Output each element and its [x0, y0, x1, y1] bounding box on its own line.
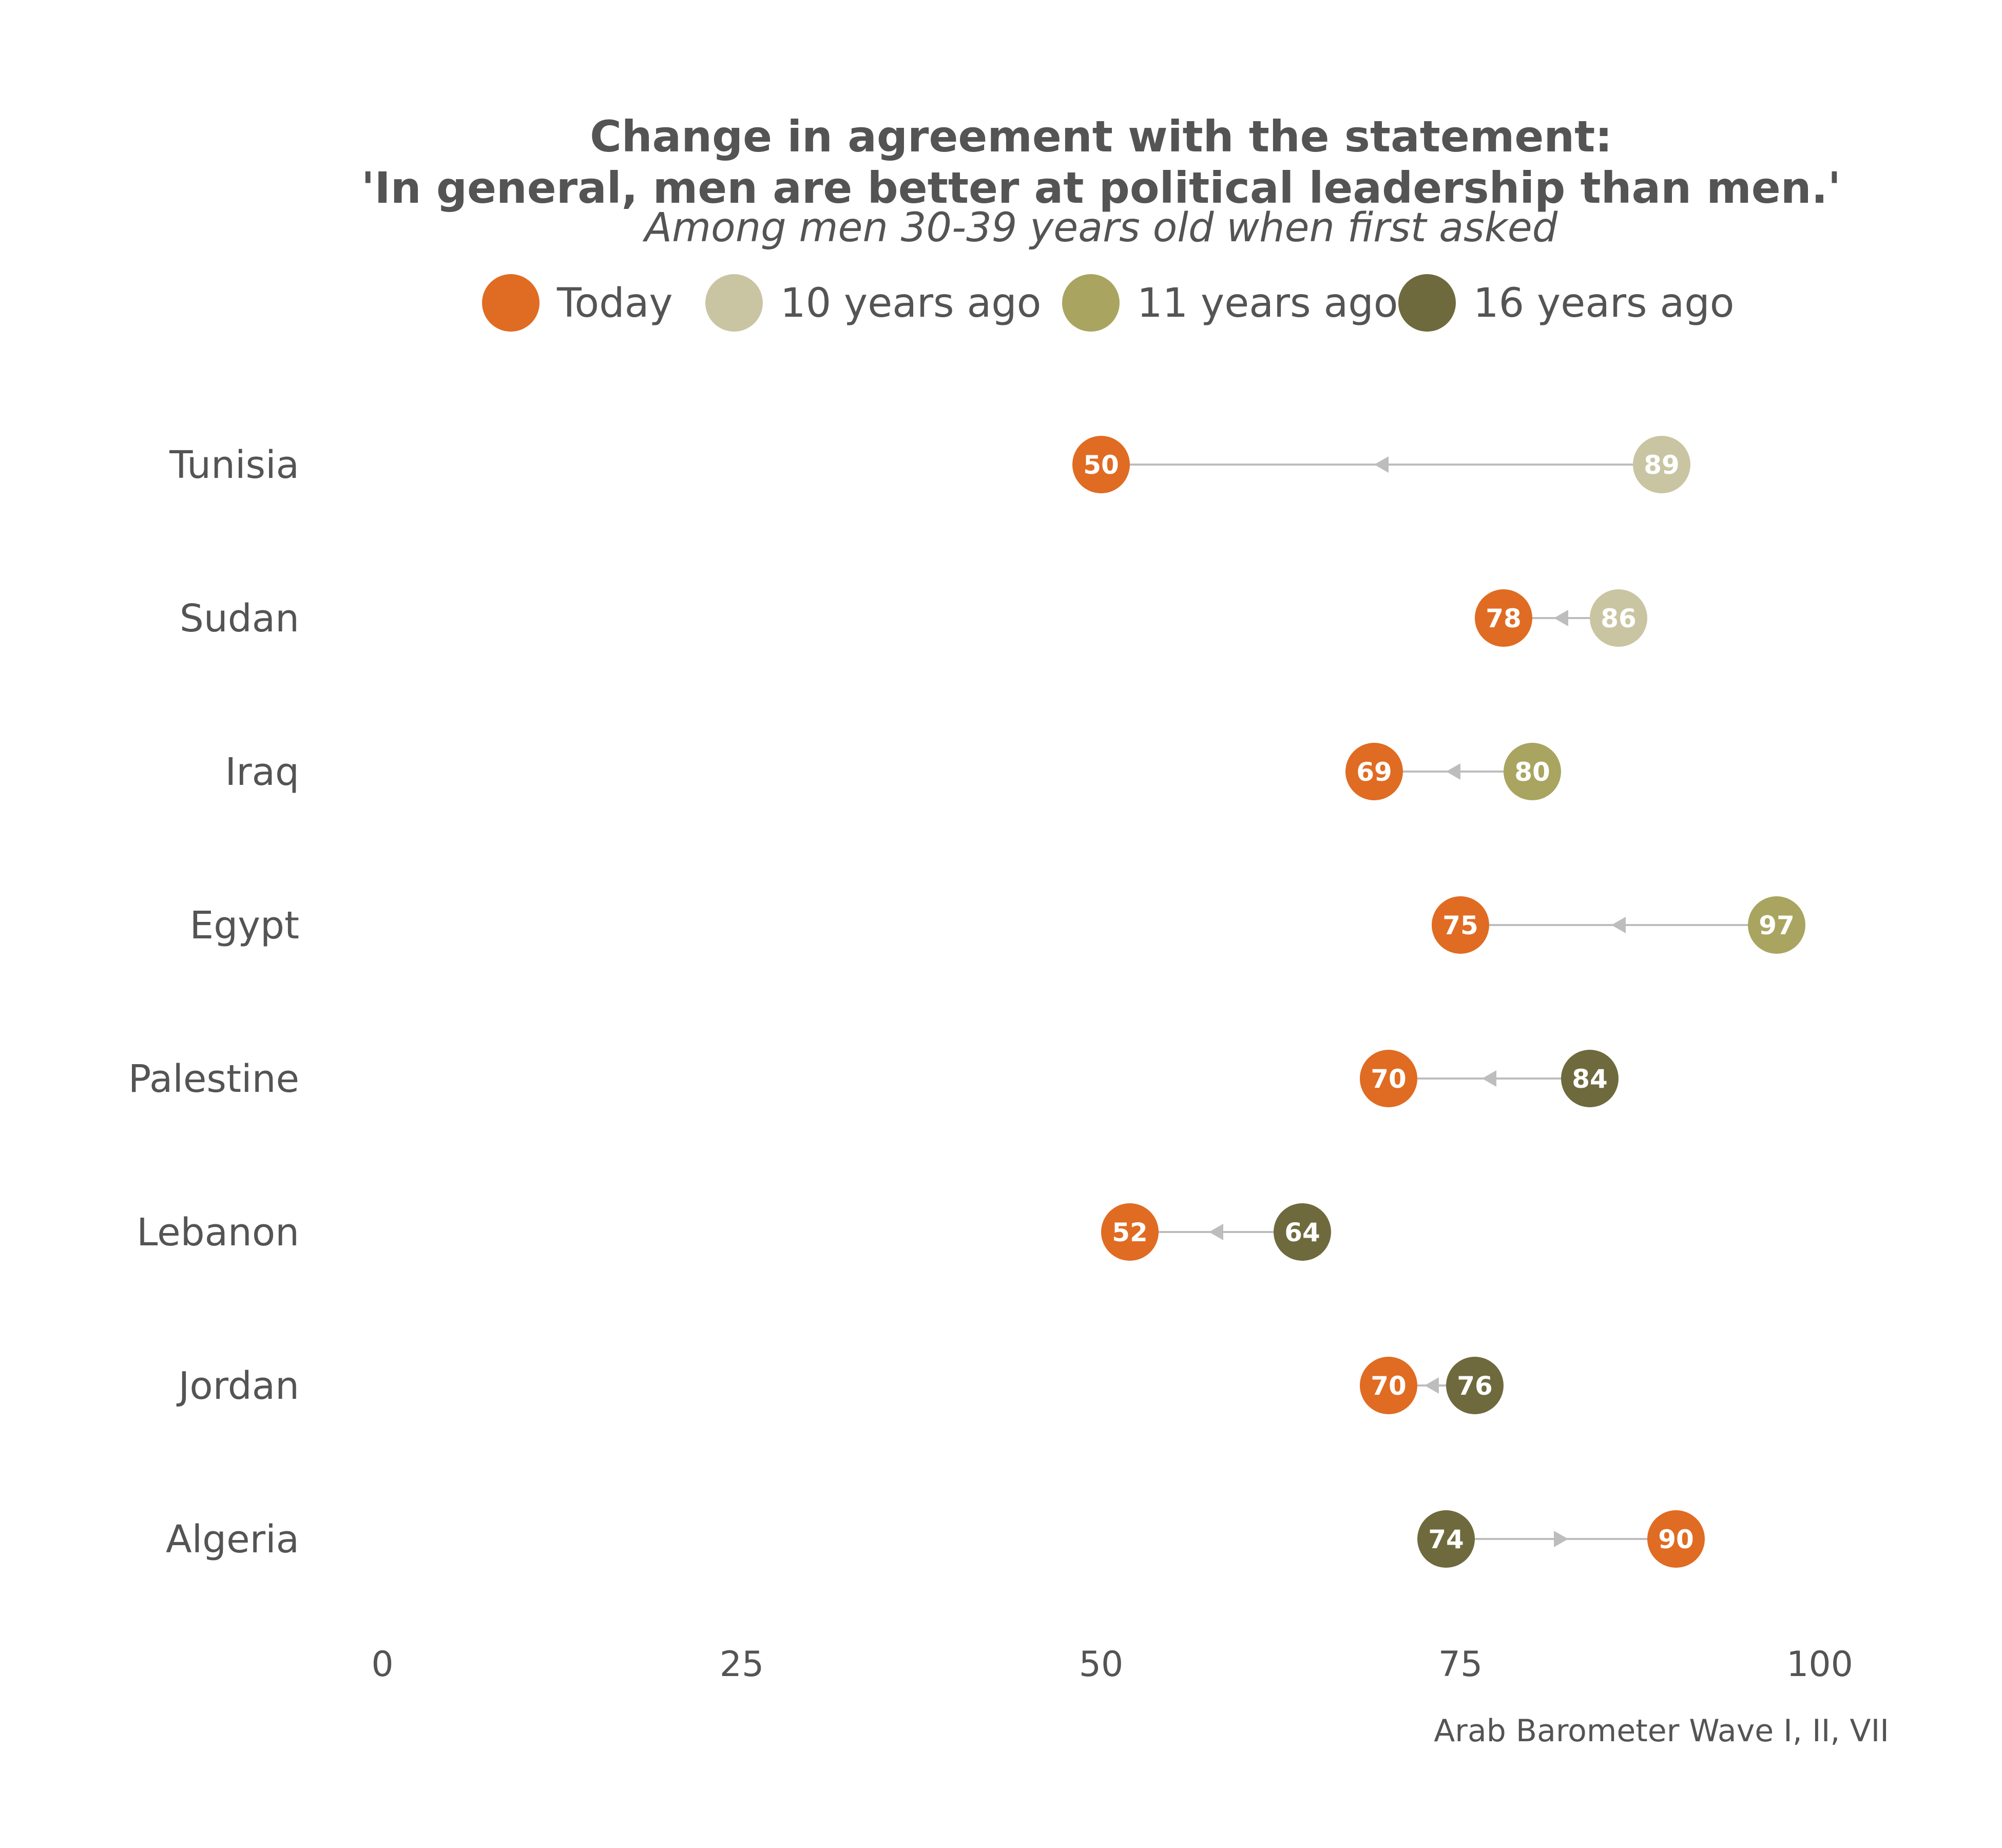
direction-arrow-sudan — [1554, 610, 1568, 626]
point-today-tunisia — [1072, 436, 1130, 493]
point-earlier-palestine — [1561, 1050, 1619, 1107]
direction-arrow-egypt — [1611, 917, 1626, 933]
value-label-today-tunisia: 50 — [1083, 450, 1119, 480]
value-label-today-iraq: 69 — [1356, 757, 1392, 787]
point-today-sudan — [1475, 589, 1532, 647]
category-label-jordan: Jordan — [177, 1364, 299, 1408]
point-today-iraq — [1345, 743, 1403, 800]
title-line-2: 'In general, men are better at political… — [361, 163, 1841, 213]
direction-arrow-iraq — [1446, 763, 1460, 780]
point-earlier-iraq — [1504, 743, 1561, 800]
category-labels: Tunisia Sudan Iraq Egypt Palestine Lebanon Jor… — [128, 443, 299, 1562]
value-label-earlier-tunisia: 89 — [1644, 450, 1680, 480]
data-points: 89 50 86 78 80 69 97 75 84 70 64 52 76 70 74 90 — [1072, 436, 1805, 1568]
point-today-algeria — [1647, 1510, 1705, 1568]
direction-arrow-lebanon — [1209, 1224, 1223, 1240]
value-label-today-lebanon: 52 — [1112, 1218, 1148, 1247]
point-today-lebanon — [1101, 1203, 1159, 1261]
category-label-sudan: Sudan — [180, 596, 299, 641]
point-today-egypt — [1432, 896, 1489, 954]
category-label-tunisia: Tunisia — [169, 443, 299, 487]
legend-swatch-11y — [1062, 274, 1120, 332]
category-label-egypt: Egypt — [189, 903, 299, 948]
legend-swatch-16y — [1398, 274, 1456, 332]
legend-label-16y: 16 years ago — [1473, 280, 1735, 326]
legend-label-today: Today — [556, 280, 673, 326]
direction-arrow-jordan — [1424, 1377, 1439, 1394]
legend-label-11y: 11 years ago — [1137, 280, 1398, 326]
direction-arrow-algeria — [1554, 1531, 1568, 1547]
value-label-today-jordan: 70 — [1371, 1371, 1407, 1401]
chart-legend: Today 10 years ago 11 years ago 16 years ag… — [482, 274, 1735, 332]
legend-swatch-10y — [705, 274, 763, 332]
value-label-earlier-algeria: 74 — [1428, 1525, 1464, 1554]
point-earlier-egypt — [1748, 896, 1805, 954]
chart-subtitle: Among men 30-39 years old when first ask… — [642, 205, 1558, 251]
x-tick-label: 50 — [1079, 1644, 1124, 1685]
value-label-today-egypt: 75 — [1442, 911, 1478, 940]
x-tick-label: 0 — [371, 1644, 393, 1685]
point-today-palestine — [1360, 1050, 1417, 1107]
x-tick-label: 75 — [1438, 1644, 1483, 1685]
category-label-palestine: Palestine — [128, 1057, 299, 1101]
point-today-jordan — [1360, 1357, 1417, 1414]
value-label-today-algeria: 90 — [1658, 1525, 1694, 1554]
connector-lines — [1101, 456, 1777, 1547]
category-label-lebanon: Lebanon — [137, 1210, 299, 1255]
point-earlier-jordan — [1446, 1357, 1504, 1414]
direction-arrow-tunisia — [1374, 456, 1389, 473]
point-earlier-sudan — [1590, 589, 1647, 647]
value-label-earlier-lebanon: 64 — [1284, 1218, 1320, 1247]
x-axis-ticks: 0 25 50 75 100 — [371, 1644, 1853, 1685]
category-label-iraq: Iraq — [225, 750, 299, 794]
chart-caption: Arab Barometer Wave I, II, VII — [1434, 1713, 1889, 1749]
category-label-algeria: Algeria — [166, 1517, 299, 1562]
point-earlier-tunisia — [1633, 436, 1690, 493]
direction-arrow-palestine — [1482, 1070, 1496, 1087]
value-label-today-palestine: 70 — [1371, 1064, 1407, 1094]
legend-label-10y: 10 years ago — [780, 280, 1042, 326]
value-label-earlier-sudan: 86 — [1601, 604, 1637, 633]
value-label-earlier-palestine: 84 — [1572, 1064, 1608, 1094]
point-earlier-lebanon — [1274, 1203, 1331, 1261]
chart-title: Change in agreement with the statement: … — [361, 111, 1841, 213]
legend-swatch-today — [482, 274, 540, 332]
point-earlier-algeria — [1417, 1510, 1475, 1568]
value-label-earlier-iraq: 80 — [1514, 757, 1550, 787]
title-line-1: Change in agreement with the statement: — [590, 111, 1612, 162]
value-label-earlier-egypt: 97 — [1759, 911, 1795, 940]
value-label-earlier-jordan: 76 — [1457, 1371, 1493, 1401]
x-tick-label: 25 — [720, 1644, 764, 1685]
value-label-today-sudan: 78 — [1486, 604, 1522, 633]
x-tick-label: 100 — [1786, 1644, 1853, 1685]
